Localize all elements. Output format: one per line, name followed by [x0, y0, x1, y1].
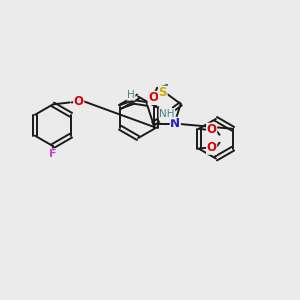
Text: O: O [207, 123, 217, 136]
Text: O: O [74, 95, 84, 108]
Text: S: S [159, 86, 167, 99]
Text: H: H [127, 90, 135, 100]
Text: N: N [170, 117, 180, 130]
Text: F: F [49, 149, 57, 159]
Text: O: O [207, 141, 217, 154]
Text: NH: NH [159, 109, 175, 119]
Text: O: O [148, 92, 158, 104]
Text: O: O [160, 109, 170, 122]
